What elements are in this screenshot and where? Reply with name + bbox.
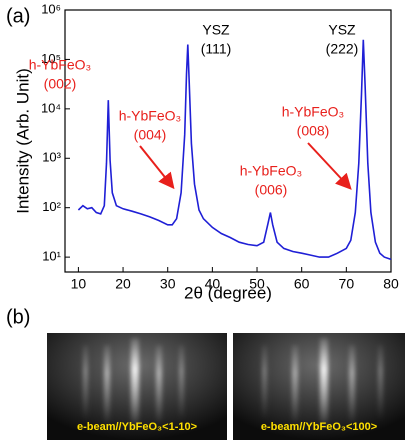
x-tick-label: 60 xyxy=(294,276,310,292)
annotation: (111) xyxy=(201,41,232,57)
x-axis-label: 2θ (degree) xyxy=(184,283,272,302)
y-axis-label: Intensity (Arb. Unit) xyxy=(13,68,32,214)
y-tick-label: 10⁵ xyxy=(41,51,61,66)
panel-label: (a) xyxy=(6,5,30,27)
y-tick-label: 10³ xyxy=(42,150,61,165)
x-tick-label: 40 xyxy=(205,276,221,292)
rheed-image xyxy=(47,333,227,440)
image-caption: e-beam//YbFeO₃<100> xyxy=(261,421,377,433)
x-tick-label: 80 xyxy=(383,276,399,292)
x-tick-label: 10 xyxy=(71,276,87,292)
annotation: (006) xyxy=(255,182,288,198)
arrow xyxy=(307,142,352,190)
y-tick-label: 10⁴ xyxy=(41,100,61,115)
arrow xyxy=(139,145,175,190)
annotation: (002) xyxy=(44,76,77,92)
panel-label: (b) xyxy=(6,306,30,328)
x-tick-label: 70 xyxy=(339,276,355,292)
annotation: YSZ xyxy=(202,22,230,38)
annotation: YSZ xyxy=(328,22,356,38)
y-tick-label: 10² xyxy=(42,199,61,214)
annotation: h-YbFeO₃ xyxy=(29,57,92,73)
annotation: h-YbFeO₃ xyxy=(240,163,303,179)
annotation: (222) xyxy=(326,41,359,57)
y-tick-label: 10⁶ xyxy=(41,1,61,16)
annotation: h-YbFeO₃ xyxy=(282,104,345,120)
annotation: (004) xyxy=(134,127,167,143)
x-tick-label: 30 xyxy=(160,276,176,292)
rheed-image xyxy=(233,333,405,440)
image-caption: e-beam//YbFeO₃<1-10> xyxy=(77,421,197,433)
annotation: h-YbFeO₃ xyxy=(119,108,182,124)
annotation: (008) xyxy=(297,123,330,139)
y-tick-label: 10¹ xyxy=(42,249,61,264)
plot-frame xyxy=(64,9,392,273)
x-tick-label: 50 xyxy=(249,276,265,292)
x-tick-label: 20 xyxy=(115,276,131,292)
data-line xyxy=(77,39,392,261)
